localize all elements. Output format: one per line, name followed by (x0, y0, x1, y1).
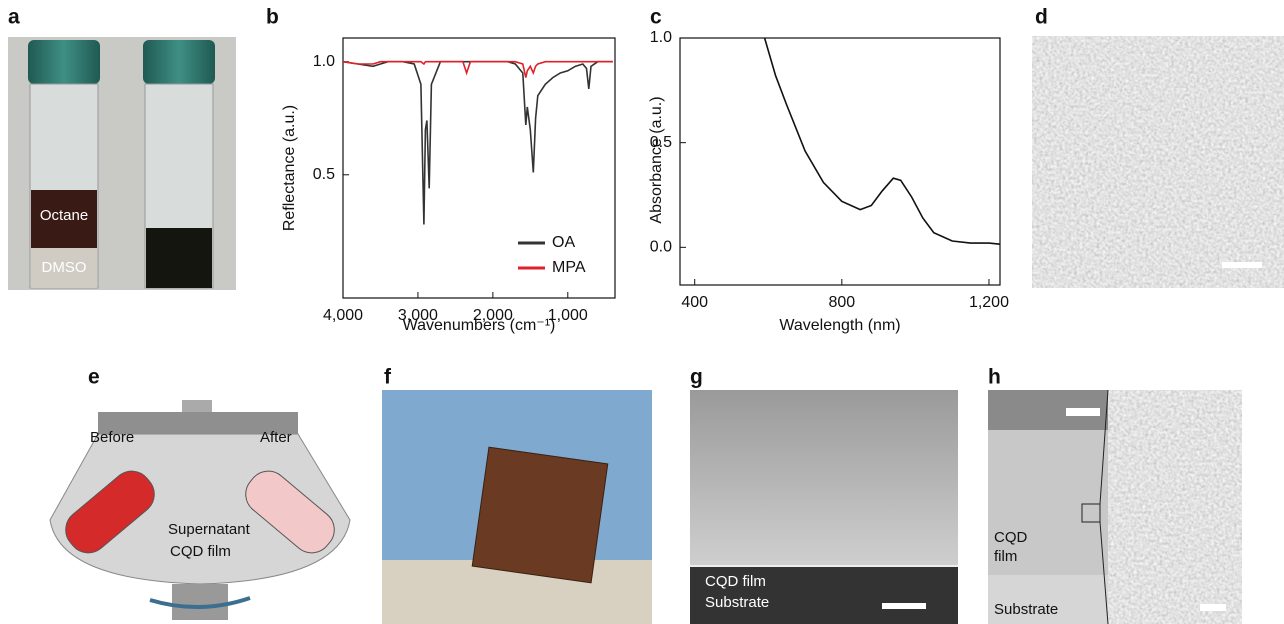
arrow (149, 596, 251, 610)
panel-label: c (650, 6, 662, 29)
plot-frame (679, 37, 1001, 286)
data-line (342, 60, 613, 225)
tube (65, 470, 155, 554)
data-line (342, 60, 613, 78)
y-tick-label: 0.5 (650, 134, 672, 151)
data-line (763, 37, 1001, 245)
scale-bar (882, 603, 926, 609)
panel-label: h (988, 366, 1001, 389)
scale-bar (1200, 604, 1226, 611)
label: film (994, 548, 1017, 565)
panel-label: a (8, 6, 20, 29)
inset-line (1099, 521, 1109, 624)
x-tick-label: 1,200 (969, 294, 1009, 311)
shape (98, 412, 298, 434)
vial-liquid (31, 248, 97, 288)
label: Octane (40, 207, 88, 224)
x-tick-label: 400 (681, 294, 708, 311)
tem-image (988, 575, 1108, 624)
y-axis-title: Reflectance (a.u.) (281, 105, 298, 231)
panel-label: f (384, 366, 392, 389)
inset-line (1099, 389, 1109, 505)
tem-image (1032, 36, 1284, 288)
y-tick-label: 1.0 (313, 53, 335, 70)
plot-frame (342, 37, 616, 299)
vial-liquid (31, 190, 97, 248)
label: DMSO (42, 259, 87, 276)
x-axis-title: Wavelength (nm) (779, 317, 900, 334)
y-axis-title: Absorbance (a.u.) (648, 96, 665, 223)
x-axis-title: Wavenumbers (cm⁻¹) (403, 317, 556, 334)
tube (245, 470, 335, 554)
label: Before (90, 429, 134, 446)
label: After (260, 429, 292, 446)
sample (471, 446, 609, 584)
label: Substrate (994, 601, 1058, 618)
label: CQD film (705, 573, 766, 590)
y-tick-label: 0.5 (313, 166, 335, 183)
x-tick-label: 3,000 (398, 307, 438, 324)
label: CQD film (170, 543, 231, 560)
sem-image (690, 566, 958, 624)
x-tick-label: 4,000 (323, 307, 363, 324)
hrtem-image (1107, 389, 1243, 624)
shape (182, 400, 212, 414)
vial-cap (28, 40, 100, 84)
sem-image (690, 390, 958, 566)
panel-label: b (266, 6, 279, 29)
shape (172, 584, 228, 620)
y-tick-label: 1.0 (650, 29, 672, 46)
scale-bar (1066, 408, 1100, 416)
panel-label: d (1035, 6, 1048, 29)
scale-bar (1222, 262, 1262, 268)
x-tick-label: 1,000 (548, 307, 588, 324)
x-tick-label: 800 (828, 294, 855, 311)
x-tick-label: 2,000 (473, 307, 513, 324)
label: CQD (994, 529, 1028, 546)
inset-box (1081, 503, 1101, 523)
vial-liquid (146, 228, 212, 288)
legend-label: MPA (552, 259, 586, 276)
panel-label: g (690, 366, 703, 389)
legend-label: OA (552, 234, 575, 251)
centrifuge (49, 433, 351, 585)
panel-label: e (88, 366, 100, 389)
y-tick-label: 0.0 (650, 239, 672, 256)
label: Supernatant (168, 521, 251, 538)
label: Substrate (705, 594, 769, 611)
vial-cap (143, 40, 215, 84)
